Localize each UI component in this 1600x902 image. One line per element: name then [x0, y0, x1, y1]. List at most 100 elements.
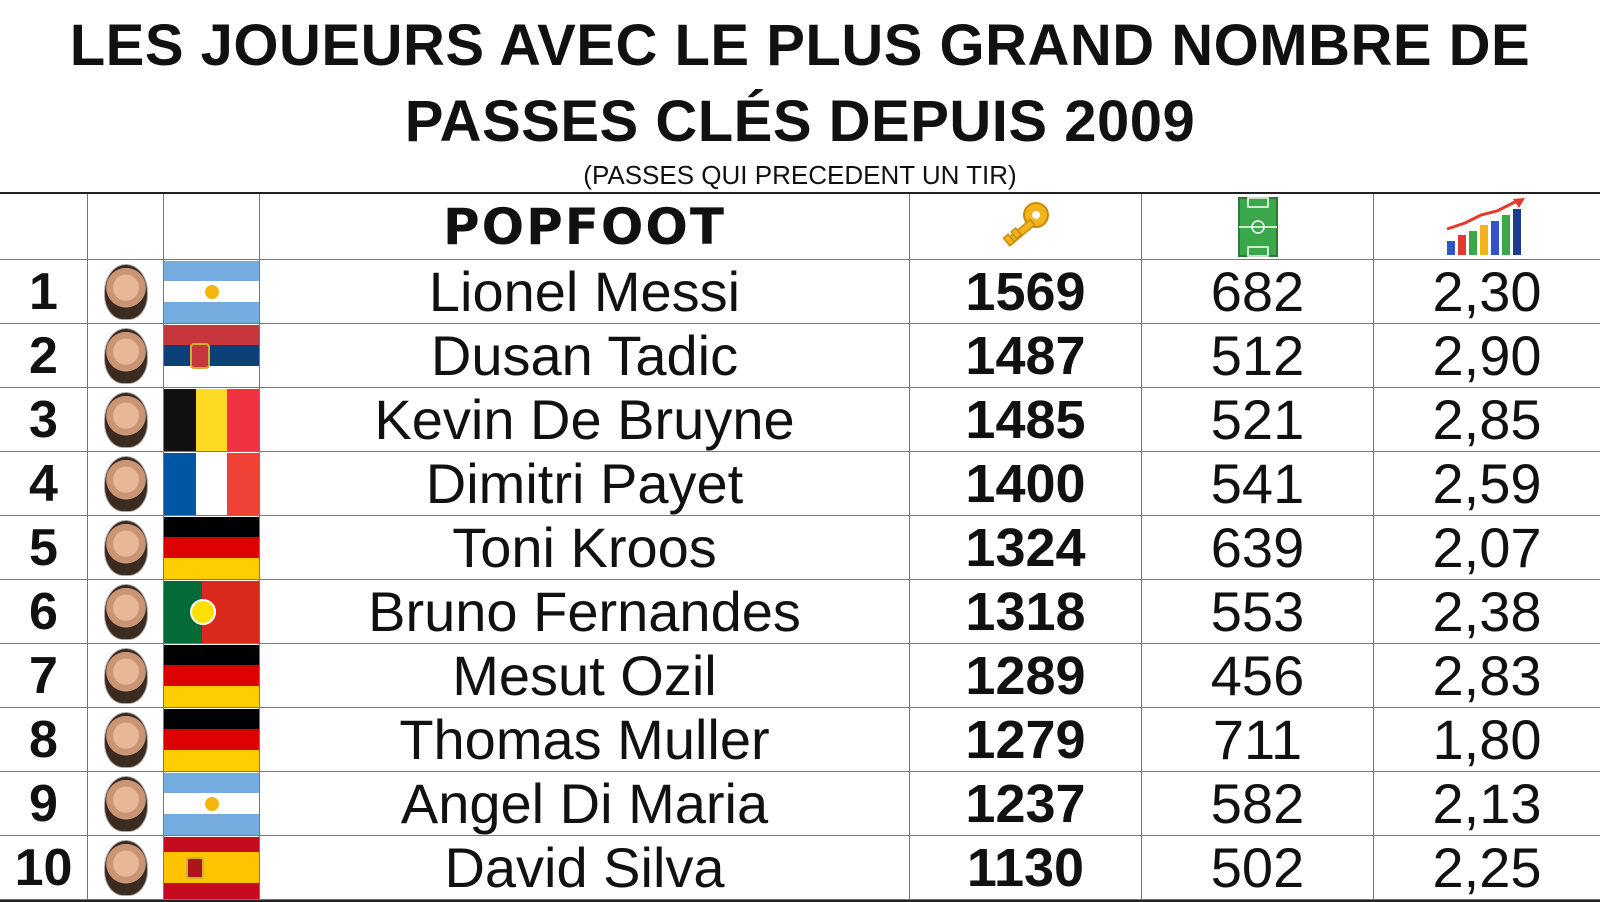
germany-flag-icon — [164, 708, 259, 771]
argentina-flag-icon — [164, 260, 259, 323]
page-title: LES JOUEURS AVEC LE PLUS GRAND NOMBRE DE… — [0, 8, 1600, 160]
photo-cell — [88, 516, 164, 580]
player-name: Lionel Messi — [260, 260, 910, 324]
rank-cell: 7 — [0, 644, 88, 708]
player-name: Dusan Tadic — [260, 324, 910, 388]
games-value: 502 — [1142, 836, 1374, 900]
photo-cell — [88, 708, 164, 772]
flag-cell — [164, 836, 260, 900]
flag-cell — [164, 772, 260, 836]
photo-cell — [88, 836, 164, 900]
photo-cell — [88, 580, 164, 644]
header-games-cell — [1142, 194, 1374, 260]
photo-cell — [88, 772, 164, 836]
header-rank-cell — [0, 194, 88, 260]
rank-cell: 5 — [0, 516, 88, 580]
flag-cell — [164, 452, 260, 516]
portugal-flag-icon — [164, 580, 259, 643]
key-passes-value: 1485 — [910, 388, 1142, 452]
ratio-value: 2,30 — [1374, 260, 1600, 324]
france-flag-icon — [164, 452, 259, 515]
photo-cell — [88, 324, 164, 388]
rank-cell: 9 — [0, 772, 88, 836]
header-ratio-cell — [1374, 194, 1600, 260]
ratio-value: 2,90 — [1374, 324, 1600, 388]
games-value: 582 — [1142, 772, 1374, 836]
player-avatar — [103, 263, 148, 320]
growth-chart-icon — [1446, 197, 1525, 255]
key-icon — [1001, 201, 1049, 247]
rank-cell: 10 — [0, 836, 88, 900]
title-line-1: LES JOUEURS AVEC LE PLUS GRAND NOMBRE DE — [69, 13, 1531, 78]
rank-cell: 6 — [0, 580, 88, 644]
player-name: Angel Di Maria — [260, 772, 910, 836]
games-value: 541 — [1142, 452, 1374, 516]
player-name: Bruno Fernandes — [260, 580, 910, 644]
flag-cell — [164, 260, 260, 324]
games-value: 682 — [1142, 260, 1374, 324]
games-value: 553 — [1142, 580, 1374, 644]
belgium-flag-icon — [164, 388, 259, 451]
player-avatar — [103, 327, 148, 384]
games-value: 639 — [1142, 516, 1374, 580]
rank-cell: 4 — [0, 452, 88, 516]
header-key-passes-cell — [910, 194, 1142, 260]
photo-cell — [88, 260, 164, 324]
flag-cell — [164, 516, 260, 580]
ratio-value: 2,85 — [1374, 388, 1600, 452]
flag-cell — [164, 324, 260, 388]
subtitle: (PASSES QUI PRECEDENT UN TIR) — [583, 160, 1017, 190]
player-avatar — [103, 775, 148, 832]
rank-cell: 1 — [0, 260, 88, 324]
photo-cell — [88, 452, 164, 516]
player-name: Kevin De Bruyne — [260, 388, 910, 452]
ratio-value: 2,38 — [1374, 580, 1600, 644]
ratio-value: 2,59 — [1374, 452, 1600, 516]
header-photo-cell — [88, 194, 164, 260]
ratio-value: 1,80 — [1374, 708, 1600, 772]
rank-cell: 8 — [0, 708, 88, 772]
title-line-2: PASSES CLÉS DEPUIS 2009 — [404, 89, 1196, 154]
key-passes-value: 1130 — [910, 836, 1142, 900]
key-passes-value: 1237 — [910, 772, 1142, 836]
spain-flag-icon — [164, 836, 259, 899]
germany-flag-icon — [164, 516, 259, 579]
ratio-value: 2,83 — [1374, 644, 1600, 708]
ratio-value: 2,25 — [1374, 836, 1600, 900]
player-avatar — [103, 455, 148, 512]
games-value: 521 — [1142, 388, 1374, 452]
argentina-flag-icon — [164, 772, 259, 835]
player-avatar — [103, 647, 148, 704]
serbia-flag-icon — [164, 324, 259, 387]
ranking-table: POPFOOT 1 Lionel — [0, 192, 1600, 902]
flag-cell — [164, 580, 260, 644]
key-passes-value: 1400 — [910, 452, 1142, 516]
rank-cell: 3 — [0, 388, 88, 452]
key-passes-value: 1569 — [910, 260, 1142, 324]
flag-cell — [164, 708, 260, 772]
germany-flag-icon — [164, 644, 259, 707]
key-passes-value: 1279 — [910, 708, 1142, 772]
player-name: Thomas Muller — [260, 708, 910, 772]
ratio-value: 2,13 — [1374, 772, 1600, 836]
football-pitch-icon — [1237, 196, 1278, 257]
player-avatar — [103, 711, 148, 768]
flag-cell — [164, 388, 260, 452]
photo-cell — [88, 388, 164, 452]
header-flag-cell — [164, 194, 260, 260]
player-name: David Silva — [260, 836, 910, 900]
player-avatar — [103, 391, 148, 448]
popfoot-logo: POPFOOT — [442, 197, 727, 256]
flag-cell — [164, 644, 260, 708]
player-name: Dimitri Payet — [260, 452, 910, 516]
games-value: 512 — [1142, 324, 1374, 388]
photo-cell — [88, 644, 164, 708]
ratio-value: 2,07 — [1374, 516, 1600, 580]
player-avatar — [103, 583, 148, 640]
header-logo-cell: POPFOOT — [260, 194, 910, 260]
player-name: Mesut Ozil — [260, 644, 910, 708]
key-passes-value: 1487 — [910, 324, 1142, 388]
player-avatar — [103, 839, 148, 896]
key-passes-value: 1318 — [910, 580, 1142, 644]
key-passes-value: 1324 — [910, 516, 1142, 580]
